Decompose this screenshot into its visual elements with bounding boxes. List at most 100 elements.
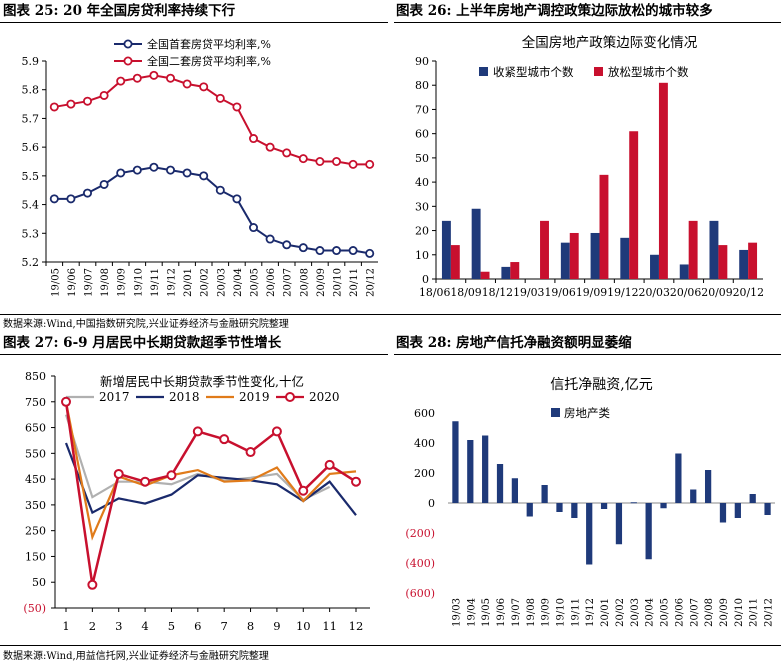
legend-marker	[285, 392, 295, 402]
data-point	[282, 240, 292, 250]
data-point	[166, 470, 177, 481]
y-tick-label: 0	[428, 497, 435, 510]
data-point	[149, 70, 159, 80]
y-tick-label: 5.2	[22, 256, 40, 269]
x-tick-label: 7	[221, 619, 228, 633]
y-tick-label: 5.9	[22, 55, 40, 68]
data-point	[61, 396, 71, 407]
data-point	[113, 468, 124, 479]
data-point	[324, 459, 335, 470]
y-tick-label: (600)	[405, 587, 435, 600]
legend-marker	[594, 67, 603, 76]
data-point	[232, 194, 242, 204]
y-tick-label: 50	[415, 152, 429, 165]
series-line	[54, 74, 370, 166]
figure-25-title: 图表 25: 20 年全国房贷利率持续下行	[3, 3, 236, 19]
x-tick-label: 19/08	[100, 268, 111, 297]
x-tick-label: 8	[247, 619, 254, 633]
data-point	[248, 223, 258, 233]
series-line	[54, 166, 370, 255]
y-tick-label: 600	[414, 407, 435, 420]
x-tick-label: 19/12	[167, 268, 178, 297]
x-tick-label: 19/07	[84, 268, 95, 297]
y-tick-label: 5.5	[22, 170, 40, 183]
bar	[658, 82, 668, 279]
series-line-2020	[64, 401, 357, 586]
x-tick-label: 19/05	[481, 598, 492, 627]
x-tick-label: 19/05	[50, 268, 61, 297]
data-point	[232, 102, 242, 112]
x-tick-label: 12	[349, 619, 364, 633]
chart-title: 信托净融资,亿元	[550, 377, 652, 393]
data-point	[87, 579, 98, 590]
y-tick-label: 40	[415, 176, 429, 189]
y-tick-label: 20	[415, 225, 429, 238]
data-point	[245, 447, 256, 458]
figure-27-title: 图表 27: 6-9 月居民中长期贷款超季节性增长	[3, 335, 282, 351]
data-point	[298, 243, 308, 253]
bar	[629, 131, 639, 279]
y-tick-label: 5.7	[22, 112, 40, 125]
series-line-2019	[64, 401, 357, 541]
data-point	[219, 434, 230, 445]
y-tick-label: 90	[415, 55, 429, 68]
chart-title: 全国房地产政策边际变化情况	[522, 34, 698, 51]
bar	[510, 262, 520, 279]
data-point	[140, 476, 151, 487]
x-tick-label: 20/01	[600, 598, 611, 627]
x-tick-label: 20/05	[250, 268, 261, 297]
data-point	[83, 188, 93, 198]
data-point	[351, 476, 361, 487]
bar	[739, 249, 749, 279]
bar	[688, 220, 698, 279]
legend-marker	[551, 408, 560, 417]
y-tick-label: (400)	[405, 557, 435, 570]
x-tick-label: 19/12	[585, 598, 596, 627]
bar	[718, 245, 728, 279]
x-tick-label: 1	[62, 619, 69, 633]
x-tick-label: 19/08	[526, 598, 537, 627]
legend-marker	[123, 39, 133, 49]
bar	[541, 485, 548, 503]
x-tick-label: 19/03	[451, 598, 462, 627]
bar	[719, 503, 727, 523]
data-point	[99, 179, 109, 189]
data-point	[215, 185, 225, 195]
y-tick-label: 80	[415, 79, 429, 92]
x-tick-label: 20/11	[349, 268, 360, 297]
data-point	[265, 234, 275, 244]
bar	[600, 503, 608, 509]
y-tick-label: 70	[415, 103, 429, 116]
data-point	[199, 171, 209, 181]
x-tick-label: 20/08	[704, 598, 715, 627]
data-point	[348, 246, 358, 256]
bar	[630, 502, 637, 504]
data-point	[315, 246, 325, 256]
data-point	[116, 168, 126, 178]
series-line-2017	[64, 414, 331, 502]
data-point	[365, 159, 375, 169]
bar	[599, 174, 609, 279]
bar	[764, 503, 771, 515]
chart-fig26: 全国房地产政策边际变化情况 0 10 20 30 40 50 60 70 80 90 18/0618/…	[415, 34, 764, 299]
x-tick-label: 20/12	[366, 268, 377, 297]
x-tick-label: 11	[322, 619, 337, 633]
x-tick-label: 9	[273, 619, 280, 633]
data-point	[298, 154, 308, 164]
x-tick-label: 19/10	[555, 598, 566, 627]
y-tick-label: 150	[25, 550, 46, 563]
x-tick-label: 3	[115, 619, 122, 633]
x-tick-labels: 18/0618/0918/1219/0319/0619/0919/1220/03…	[419, 286, 764, 299]
data-point	[365, 248, 375, 258]
x-tick-label: 20/09	[719, 598, 730, 627]
bar	[496, 464, 504, 503]
bar	[679, 264, 689, 279]
data-point	[298, 485, 309, 496]
figure-28-title: 图表 28: 房地产信托净融资额明显萎缩	[396, 335, 632, 351]
y-tick-label: 50	[32, 576, 46, 589]
x-tick-label: 20/06	[674, 598, 685, 627]
bar	[571, 503, 578, 518]
x-tick-label: 19/11	[150, 268, 161, 297]
legend-label: 2017	[99, 390, 130, 404]
